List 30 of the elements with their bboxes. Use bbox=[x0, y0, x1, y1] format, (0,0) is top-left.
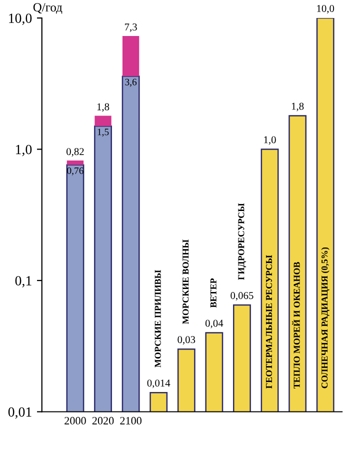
total-label: 1,8 bbox=[97, 103, 110, 112]
bar bbox=[122, 36, 140, 76]
x-tick-label: МОРСКИЕ ВОЛНЫ bbox=[182, 240, 189, 324]
y-axis-title: Q/год bbox=[33, 3, 62, 14]
total-label: 0,82 bbox=[66, 148, 84, 157]
data-label: 0,014 bbox=[147, 380, 170, 388]
x-tick-label: ГИДРОРЕСУРСЫ bbox=[238, 203, 246, 280]
total-label: 7,3 bbox=[124, 24, 137, 32]
x-tick-label: СОЛНЕЧНАЯ РАДИАЦИЯ (0,5%) bbox=[321, 247, 330, 388]
data-label: 1,8 bbox=[292, 102, 304, 112]
data-label: 0,04 bbox=[205, 320, 224, 328]
y-tick-label: 0,1 bbox=[15, 276, 32, 288]
data-label: 0,065 bbox=[230, 292, 254, 301]
y-tick-label: 10,0 bbox=[9, 14, 32, 25]
bar bbox=[94, 116, 112, 126]
x-tick-label: 2000 bbox=[64, 416, 86, 424]
x-tick-label: ТЕПЛО МОРЕЙ И ОКЕАНОВ bbox=[292, 262, 300, 388]
data-label: 3,6 bbox=[125, 78, 137, 87]
data-label: 10,0 bbox=[317, 5, 334, 14]
data-label: 1,0 bbox=[264, 136, 276, 145]
x-tick-label: ВЕТЕР bbox=[210, 278, 216, 308]
x-tick-label: МОРСКИЕ ПРИЛИВЫ bbox=[154, 270, 161, 368]
x-tick-label: 2020 bbox=[92, 416, 114, 424]
data-label: 1,5 bbox=[98, 128, 109, 137]
x-tick-label: ГЕОТЕРМАЛЬНЫЕ РЕСУРСЫ bbox=[266, 255, 272, 388]
y-tick-label: 0,01 bbox=[8, 407, 32, 419]
data-label: 0,03 bbox=[178, 336, 196, 345]
x-tick-label: 2100 bbox=[120, 416, 142, 424]
y-tick-label: 1,0 bbox=[16, 144, 32, 156]
bar bbox=[66, 160, 84, 165]
